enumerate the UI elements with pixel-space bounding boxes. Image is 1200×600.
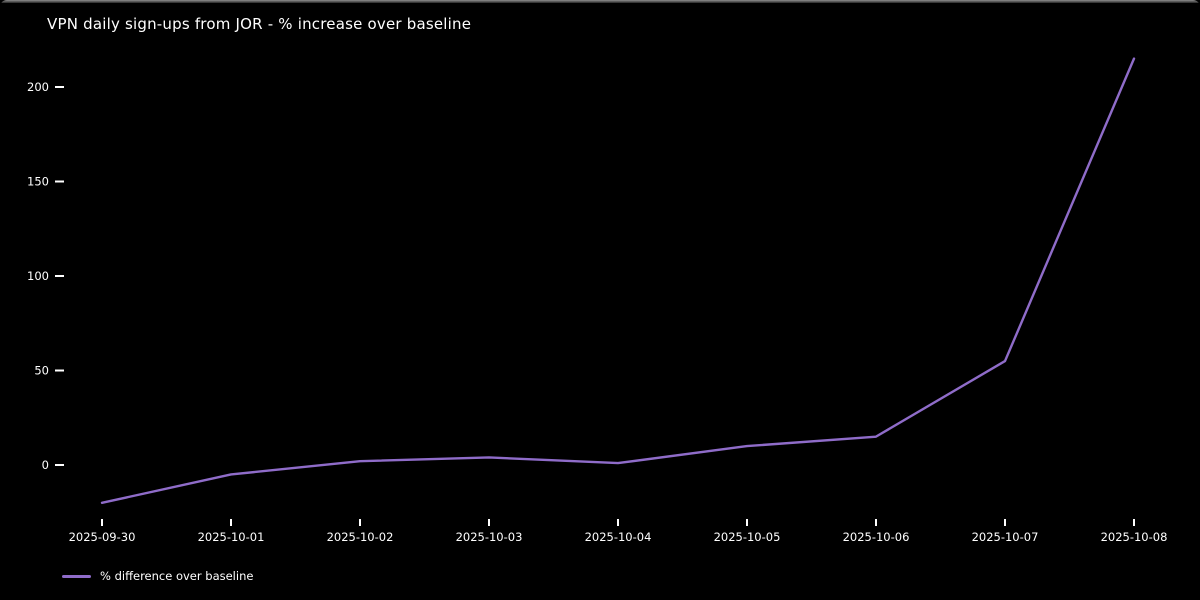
x-tick-label: 2025-10-03 <box>456 530 523 544</box>
x-tick-label: 2025-10-04 <box>585 530 652 544</box>
y-tick-label: 0 <box>42 458 49 472</box>
window-top-edge <box>0 0 1200 3</box>
y-tick-label: 100 <box>27 269 49 283</box>
legend-line-swatch <box>62 574 91 578</box>
x-tick-label: 2025-10-08 <box>1101 530 1168 544</box>
series-line <box>100 57 1136 504</box>
y-tick-label: 200 <box>27 80 49 94</box>
x-tick-label: 2025-10-02 <box>327 530 394 544</box>
y-tick-label: 50 <box>34 364 49 378</box>
x-tick-label: 2025-10-07 <box>972 530 1039 544</box>
chart-title: VPN daily sign-ups from JOR - % increase… <box>47 15 472 33</box>
y-tick-label: 150 <box>27 175 49 189</box>
legend-label: % difference over baseline <box>100 569 254 583</box>
x-tick-label: 2025-09-30 <box>69 530 136 544</box>
x-tick-label: 2025-10-05 <box>714 530 781 544</box>
x-tick-label: 2025-10-01 <box>198 530 265 544</box>
x-tick-label: 2025-10-06 <box>843 530 910 544</box>
legend: % difference over baseline <box>62 568 253 584</box>
